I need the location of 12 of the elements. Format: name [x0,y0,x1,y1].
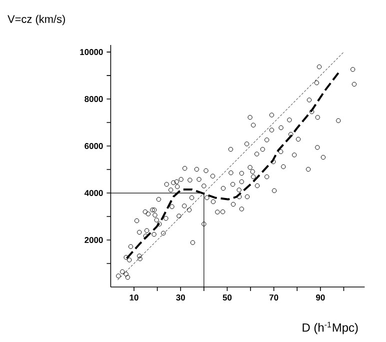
y-tick-label: 2000 [84,237,103,243]
y-tick-label: 4000 [84,190,103,196]
y-tick-label: 6000 [84,143,103,150]
y-tick-label: 10000 [80,49,103,56]
x-tick-label: 70 [269,294,278,301]
x-axis-title: D (h$^{-1}$Mpc) [302,322,358,334]
x-tick-label: 30 [176,294,185,301]
x-tick-label: 90 [316,294,325,301]
x-tick-label: 50 [222,294,232,301]
x-tick-label: 10 [130,294,138,301]
y-tick-label: 8000 [84,96,103,102]
y-axis-title: V=cz (km/s) [8,14,65,26]
